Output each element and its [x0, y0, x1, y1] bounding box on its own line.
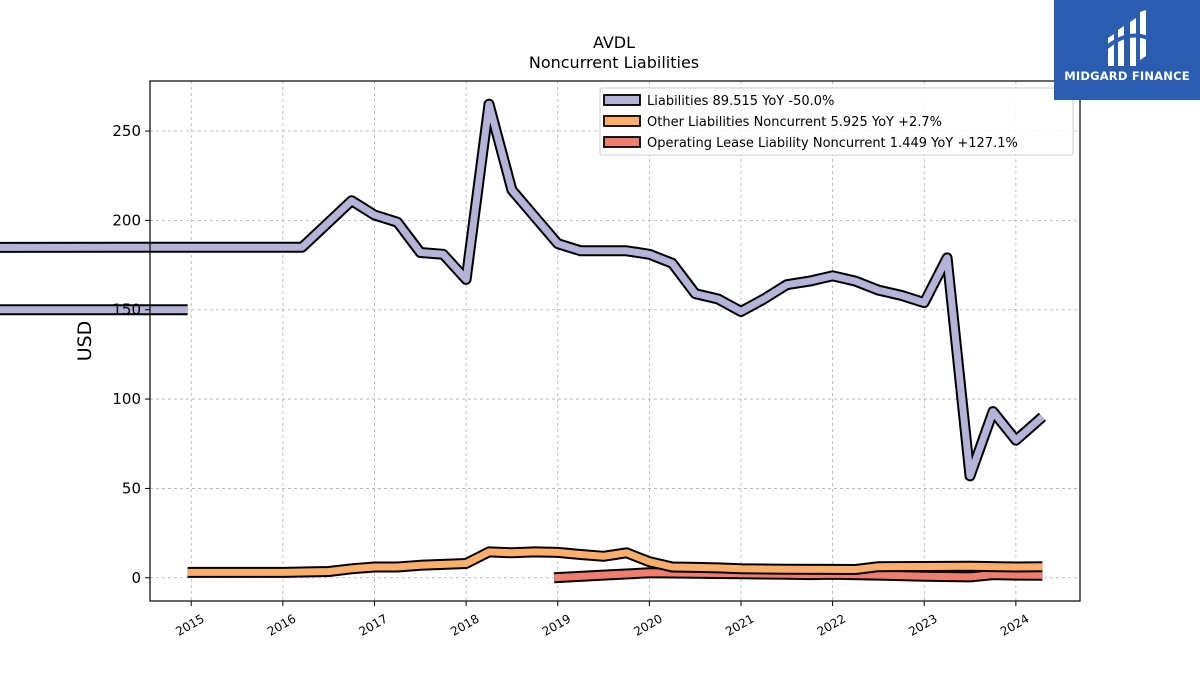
y-tick-label: 200 [112, 211, 141, 229]
series-line-0 [0, 100, 1045, 480]
logo-text: MIDGARD FINANCE [1064, 69, 1190, 83]
legend-label-0: Liabilities 89.515 YoY -50.0% [647, 94, 834, 109]
series-line-1 [187, 548, 1043, 576]
legend-swatch-2 [603, 136, 641, 148]
x-tick-label: 2023 [906, 611, 939, 638]
logo-mark-icon [1104, 10, 1149, 66]
legend-box [599, 87, 1074, 156]
grid [150, 81, 1080, 601]
y-tick-label: 0 [131, 569, 141, 587]
x-tick-label: 2024 [998, 611, 1031, 638]
series-layer [0, 98, 1047, 584]
x-tick-label: 2019 [540, 611, 573, 638]
legend-label-1: Other Liabilities Noncurrent 5.925 YoY +… [647, 115, 942, 130]
y-tick-label: 150 [112, 301, 141, 319]
y-tick-label: 50 [122, 479, 141, 497]
chart-subtitle: Noncurrent Liabilities [529, 53, 699, 72]
x-tick-label: 2015 [173, 611, 206, 638]
x-tick-label: 2018 [448, 611, 481, 638]
x-tick-label: 2022 [815, 611, 848, 638]
x-tick-label: 2016 [265, 611, 298, 638]
legend-label-2: Operating Lease Liability Noncurrent 1.4… [647, 136, 1018, 151]
x-tick-label: 2021 [723, 611, 756, 638]
legend-swatch-0 [603, 94, 641, 106]
y-tick-label: 250 [112, 122, 141, 140]
x-tick-label: 2020 [631, 611, 664, 638]
legend-swatch-1 [603, 115, 641, 127]
midgard-finance-logo: MIDGARD FINANCE [1054, 0, 1200, 100]
plot-frame [149, 80, 1081, 602]
chart-title: AVDL [593, 33, 635, 52]
y-axis-label: USD [74, 321, 96, 362]
legend: Liabilities 89.515 YoY -50.0% Other Liabi… [599, 87, 1074, 156]
y-tick-label: 100 [112, 390, 141, 408]
x-tick-label: 2017 [357, 611, 390, 638]
